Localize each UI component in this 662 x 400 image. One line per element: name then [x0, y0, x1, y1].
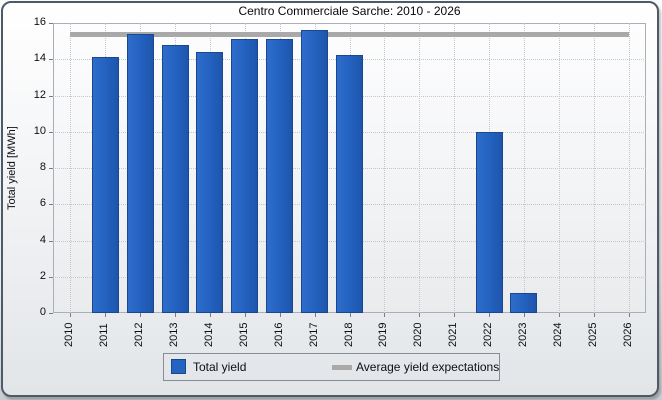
y-tick-label-10: 10: [33, 124, 46, 137]
v-gridline-2020: [419, 23, 421, 313]
x-tick-mark: [593, 313, 595, 317]
x-tick-mark: [70, 313, 72, 317]
x-tick-label-2012: 2012: [133, 322, 146, 347]
y-tick-mark: [49, 131, 53, 133]
v-gridline-2019: [384, 23, 386, 313]
y-tick-mark: [49, 95, 53, 97]
x-tick-label-2026: 2026: [621, 322, 634, 347]
y-tick-label-2: 2: [39, 269, 46, 282]
x-tick-label-2025: 2025: [586, 322, 599, 347]
x-tick-label-2018: 2018: [342, 322, 355, 347]
x-tick-mark: [384, 313, 386, 317]
y-tick-mark: [49, 276, 53, 278]
x-tick-label-2022: 2022: [482, 322, 495, 347]
x-tick-label-2024: 2024: [551, 322, 564, 347]
average-yield-line: [70, 32, 629, 38]
y-tick-mark: [49, 23, 53, 24]
legend-bar-swatch-icon: [171, 359, 186, 374]
x-tick-mark: [628, 313, 630, 317]
y-tick-label-8: 8: [39, 161, 46, 173]
bar-2016[interactable]: [266, 39, 294, 313]
bar-2013[interactable]: [161, 44, 189, 313]
x-tick-mark: [314, 313, 316, 317]
y-tick-mark: [49, 240, 53, 242]
x-tick-label-2010: 2010: [63, 322, 76, 347]
x-tick-label-2014: 2014: [202, 322, 215, 347]
x-tick-label-2021: 2021: [447, 322, 460, 347]
x-tick-label-2015: 2015: [237, 322, 250, 347]
x-tick-mark: [489, 313, 491, 317]
bar-2022[interactable]: [475, 131, 503, 313]
v-gridline-2010: [70, 23, 72, 313]
y-tick-label-16: 16: [33, 16, 46, 28]
x-tick-mark: [140, 313, 142, 317]
x-tick-mark: [349, 313, 351, 317]
v-gridline-2026: [628, 23, 630, 313]
x-tick-label-2016: 2016: [272, 322, 285, 347]
y-tick-label-14: 14: [33, 52, 46, 65]
x-tick-label-2019: 2019: [377, 322, 390, 347]
y-tick-label-4: 4: [39, 233, 46, 246]
y-tick-label-6: 6: [39, 197, 46, 210]
bar-2023[interactable]: [510, 293, 538, 313]
x-tick-mark: [523, 313, 525, 317]
x-tick-mark: [419, 313, 421, 317]
x-tick-mark: [209, 313, 211, 317]
legend-line-swatch-icon: [332, 365, 352, 370]
v-gridline-2023: [523, 23, 525, 313]
chart-title: Centro Commerciale Sarche: 2010 - 2026: [238, 4, 461, 18]
v-gridline-2021: [454, 23, 456, 313]
x-tick-label-2020: 2020: [412, 322, 425, 347]
x-tick-mark: [454, 313, 456, 317]
x-tick-label-2013: 2013: [168, 322, 181, 347]
x-tick-mark: [558, 313, 560, 317]
x-tick-label-2017: 2017: [307, 322, 320, 347]
bar-2011[interactable]: [91, 57, 119, 313]
x-tick-mark: [244, 313, 246, 317]
y-tick-mark: [49, 59, 53, 61]
y-tick-label-0: 0: [39, 306, 46, 318]
x-tick-mark: [279, 313, 281, 317]
x-tick-mark: [175, 313, 177, 317]
y-tick-label-12: 12: [33, 88, 46, 101]
chart-legend: Total yield Average yield expectations: [163, 353, 500, 381]
bar-2018[interactable]: [336, 54, 363, 313]
legend-label-average-yield: Average yield expectations: [356, 360, 500, 374]
bar-2012[interactable]: [126, 33, 154, 313]
y-tick-mark: [49, 313, 53, 314]
y-tick-mark: [49, 204, 53, 206]
x-tick-label-2011: 2011: [98, 323, 111, 347]
bar-2017[interactable]: [301, 30, 329, 313]
bar-2015[interactable]: [231, 39, 259, 313]
bar-2014[interactable]: [196, 52, 224, 313]
x-tick-mark: [105, 313, 107, 317]
v-gridline-2024: [558, 23, 560, 313]
x-tick-label-2023: 2023: [516, 322, 529, 347]
legend-label-total-yield: Total yield: [193, 360, 247, 374]
y-tick-mark: [49, 168, 53, 169]
v-gridline-2025: [593, 23, 595, 313]
